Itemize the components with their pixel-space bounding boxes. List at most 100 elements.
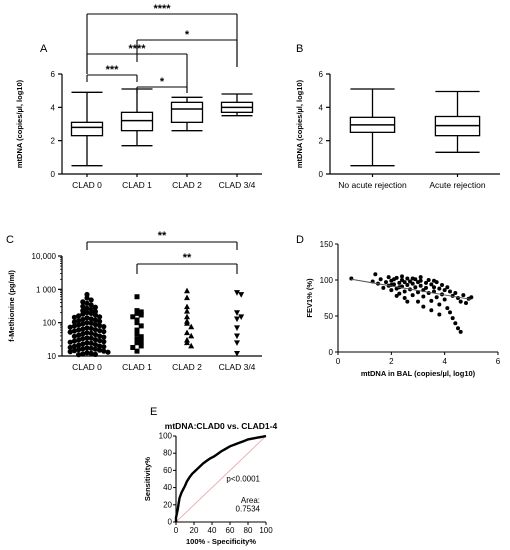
data-point [464, 301, 468, 306]
data-point-clad0 [88, 345, 94, 351]
data-point-clad0 [97, 322, 103, 329]
data-point-clad0 [92, 337, 98, 343]
data-point [405, 283, 410, 288]
data-point [378, 277, 383, 282]
data-point-clad0 [80, 346, 86, 352]
data-point [405, 299, 410, 304]
p-value-annotation: p<0.0001 [226, 475, 260, 484]
data-point [386, 275, 391, 280]
data-point-clad0 [101, 339, 107, 345]
data-point [453, 290, 458, 295]
data-point-clad0 [80, 299, 86, 305]
data-point [373, 272, 378, 277]
data-point-clad0 [84, 305, 90, 311]
data-point-clad1 [134, 348, 140, 354]
box-0 [70, 121, 104, 137]
data-point [424, 285, 428, 290]
data-point-clad0 [67, 349, 73, 355]
y-tick-label: 20 [163, 500, 172, 509]
data-point [408, 279, 412, 284]
data-point [418, 283, 423, 288]
y-axis-title: mtDNA (copies/µl, log10) [15, 79, 24, 168]
data-point [429, 282, 434, 287]
data-point-clad0 [92, 317, 98, 323]
data-point-clad0 [92, 341, 98, 348]
y-tick-label: 60 [163, 466, 172, 475]
box-2 [170, 101, 204, 123]
significance-label: **** [128, 43, 146, 55]
data-point-clad0 [92, 351, 98, 357]
data-point-clad0 [67, 344, 73, 351]
data-point [413, 285, 418, 290]
data-point [458, 329, 463, 334]
data-point-clad2 [184, 339, 190, 346]
data-point-clad0 [84, 335, 90, 341]
data-point-clad0 [97, 314, 103, 320]
x-tick-label: 2 [389, 357, 394, 366]
data-point-clad0 [80, 321, 86, 327]
x-axis-title: mtDNA in BAL (copies/µl, log10) [361, 369, 476, 378]
data-point-clad0 [88, 350, 94, 356]
y-tick-label: 4 [51, 103, 56, 112]
chart-title: mtDNA:CLAD0 vs. CLAD1-4 [165, 421, 278, 431]
data-point-clad0 [92, 312, 98, 318]
data-point [437, 302, 442, 307]
data-point [418, 278, 423, 283]
data-point [469, 295, 474, 300]
data-point-clad0 [84, 320, 90, 326]
y-tick-label: 2 [319, 137, 324, 146]
data-point-clad0 [84, 300, 90, 306]
data-point-clad1 [138, 343, 144, 349]
y-tick-label: 0 [168, 518, 173, 527]
data-point-clad1 [138, 323, 144, 329]
significance-label: * [160, 76, 165, 88]
data-point [421, 294, 426, 299]
y-tick-label: 6 [319, 70, 324, 79]
y-tick-label: 0 [329, 348, 334, 357]
data-point-clad34 [234, 316, 240, 323]
data-point-clad0 [76, 313, 82, 319]
data-point-clad0 [92, 326, 98, 333]
y-axis-title: Sensitivity% [143, 457, 152, 502]
data-point-clad2 [188, 342, 195, 349]
data-point-clad0 [88, 306, 94, 313]
data-point [437, 312, 442, 317]
data-point [402, 289, 407, 294]
x-tick-label: 80 [244, 526, 253, 535]
data-point-clad0 [88, 310, 94, 316]
data-point-clad0 [76, 342, 82, 348]
data-point-clad34 [234, 333, 240, 340]
data-point-clad0 [84, 340, 90, 346]
data-point-clad34 [238, 314, 245, 320]
data-point-clad1 [134, 327, 140, 333]
data-point-clad0 [84, 330, 90, 336]
roc-curve [174, 434, 267, 522]
data-point [426, 278, 431, 282]
x-tick-label: 0 [336, 357, 341, 366]
data-point [442, 288, 447, 293]
y-axis-title: mtDNA (copies/µl, log10) [295, 79, 304, 168]
panel-label-a: A [40, 43, 48, 55]
data-point-clad0 [84, 310, 90, 316]
data-point [448, 289, 452, 294]
data-point-clad0 [76, 322, 82, 328]
data-point [434, 295, 439, 300]
data-point-clad0 [88, 325, 94, 332]
data-point-clad0 [88, 297, 94, 303]
x-tick-label: 0 [174, 526, 179, 535]
data-point-clad0 [80, 303, 86, 309]
data-point-clad0 [88, 340, 94, 346]
data-point [384, 280, 388, 285]
y-tick-label: 100 [159, 432, 173, 441]
area-value: 0.7534 [236, 505, 261, 514]
data-point [442, 297, 447, 302]
y-tick-label: 150 [320, 240, 334, 249]
y-tick-label: 10,000 [32, 252, 57, 261]
data-point-clad0 [67, 329, 73, 335]
data-point-clad34 [238, 292, 245, 298]
x-category-label: CLAD 2 [172, 180, 202, 190]
data-point-clad0 [71, 333, 77, 339]
data-point [416, 299, 420, 304]
data-point-clad2 [184, 308, 190, 314]
y-tick-label: 0 [51, 170, 56, 179]
